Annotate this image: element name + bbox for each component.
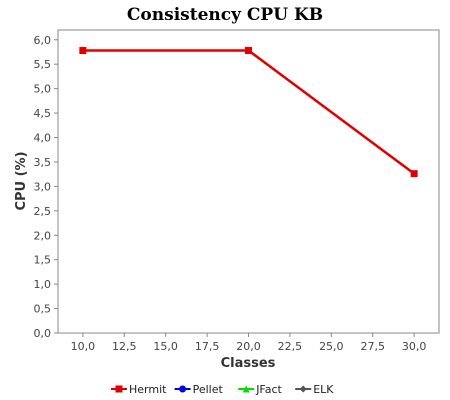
chart-title: Consistency CPU KB (127, 5, 323, 25)
x-tick-label: 22,5 (278, 340, 303, 353)
x-tick-label: 25,0 (319, 340, 344, 353)
data-point (245, 47, 252, 55)
y-tick-label: 0,0 (34, 327, 52, 340)
data-point (410, 170, 418, 178)
x-tick-label: 15,0 (153, 340, 178, 353)
y-tick-label: 5,5 (34, 58, 52, 71)
y-tick-label: 4,5 (34, 107, 52, 120)
legend-marker (299, 385, 307, 393)
y-axis-title: CPU (%) (14, 151, 29, 210)
x-tick-label: 12,5 (112, 340, 137, 353)
legend: Hermit Pellet JFact ELK (111, 383, 334, 396)
y-tick-label: 0,5 (34, 303, 52, 316)
y-tick-label: 3,5 (34, 156, 52, 169)
y-tick-label: 3,0 (34, 180, 52, 193)
y-tick-label: 5,0 (34, 83, 52, 96)
legend-label: JFact (255, 383, 282, 396)
plot-area (57, 29, 440, 334)
legend-label: Pellet (193, 383, 224, 396)
y-tick-label: 2,0 (34, 229, 52, 242)
y-tick-label: 1,0 (34, 278, 52, 291)
y-tick-label: 1,5 (34, 254, 52, 267)
legend-label: ELK (313, 383, 334, 396)
y-tick-label: 6,0 (34, 34, 52, 47)
y-tick-label: 4,0 (34, 132, 52, 145)
legend-item-hermit: Hermit (111, 383, 167, 396)
data-point (79, 47, 87, 55)
legend-label: Hermit (129, 383, 167, 396)
x-axis-title: Classes (221, 356, 276, 371)
x-tick-label: 17,5 (195, 340, 220, 353)
series-hermit (79, 47, 418, 178)
y-axis: 0,0 0,5 1,0 1,5 2,0 2,5 3,0 3,5 4,0 4,5 5,0 5,5 6,0 (34, 34, 58, 340)
legend-item-pellet: Pellet (174, 383, 224, 396)
y-tick-label: 2,5 (34, 205, 52, 218)
series-layer (79, 47, 418, 178)
x-tick-label: 30,0 (402, 340, 427, 353)
legend-marker (242, 385, 250, 393)
x-tick-label: 20,0 (236, 340, 261, 353)
legend-item-jfact: JFact (238, 383, 283, 396)
x-axis: 10,0 12,5 15,0 17,5 20,0 22,5 25,0 27,5 30,0 (71, 333, 427, 353)
legend-item-elk: ELK (295, 383, 334, 396)
x-tick-label: 10,0 (71, 340, 96, 353)
legend-marker (179, 385, 187, 393)
legend-marker (115, 385, 123, 393)
x-tick-label: 27,5 (360, 340, 385, 353)
